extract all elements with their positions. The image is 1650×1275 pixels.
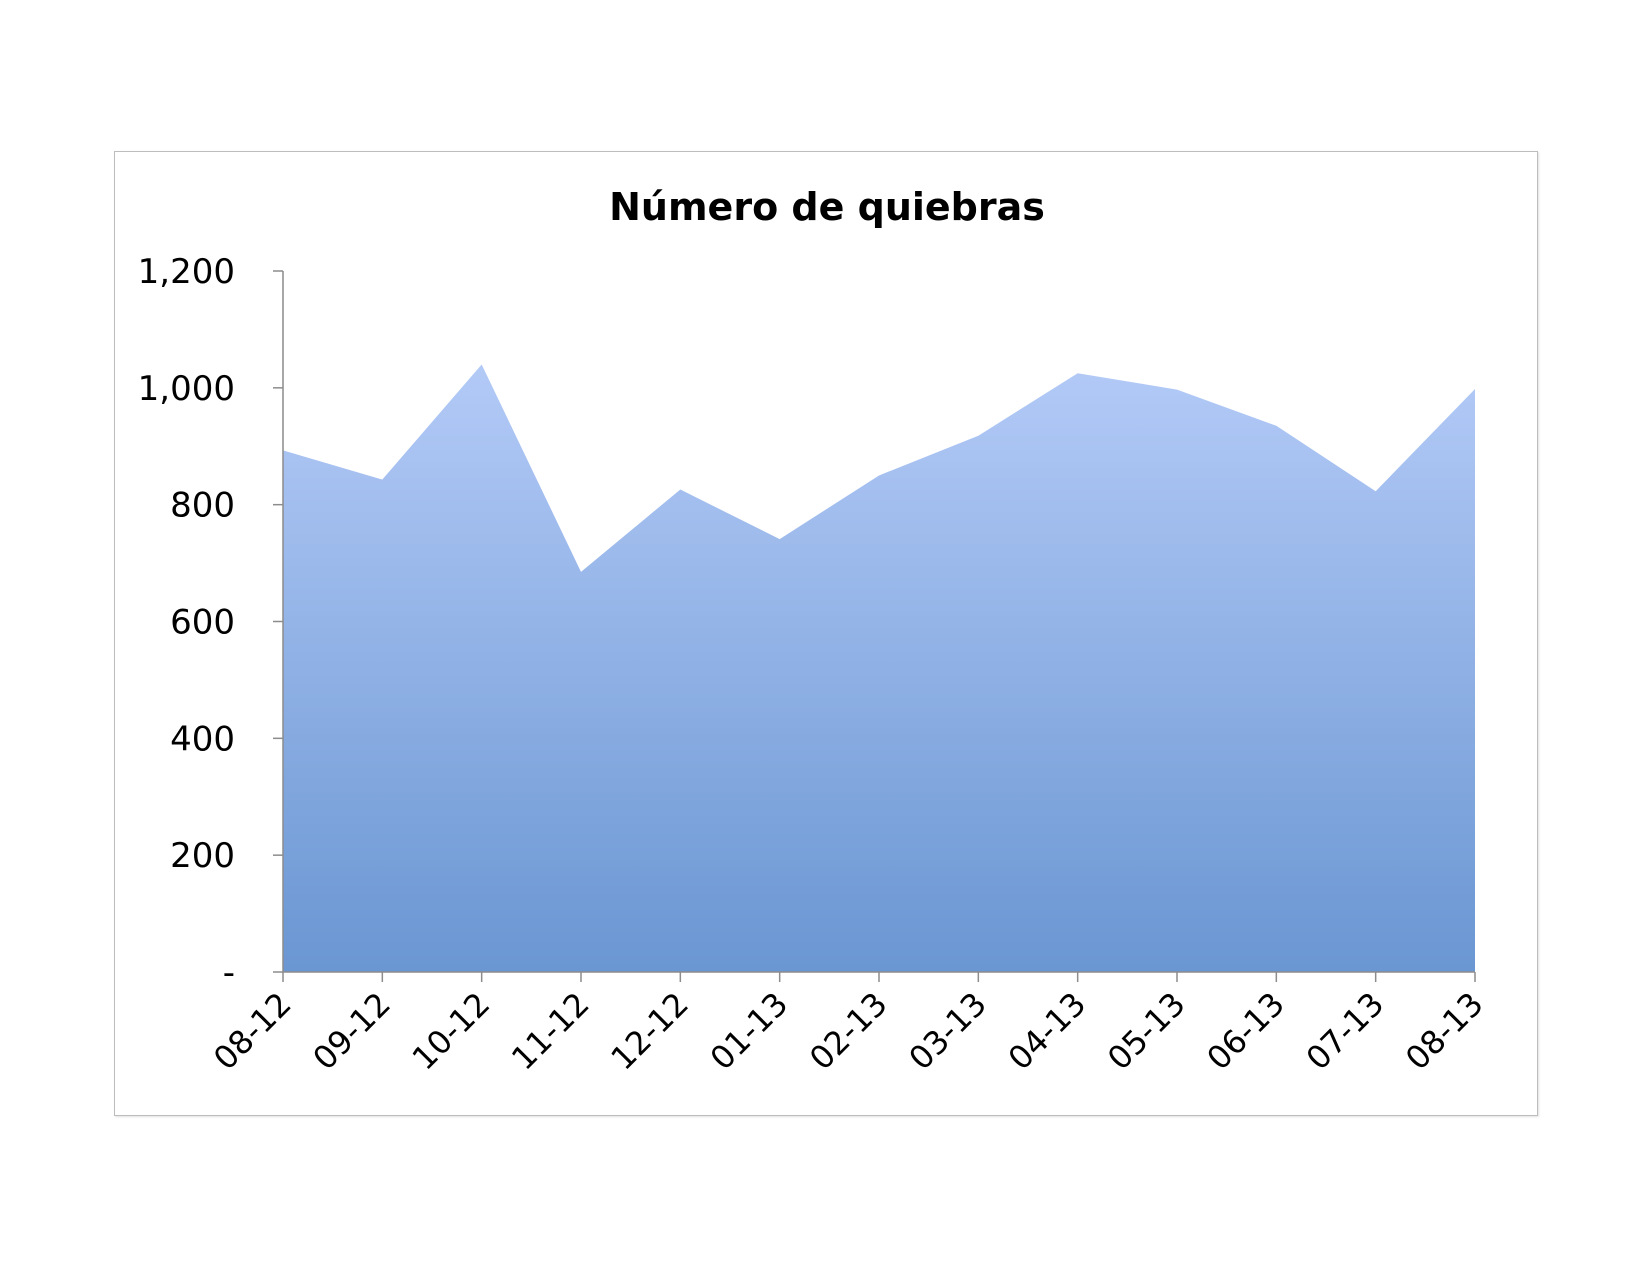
data-point [580,570,583,573]
plot-area: - 200 400 600 800 1,000 1,200 08-12 09-12 10-12 11… [138,252,1491,1077]
data-point [679,488,682,491]
data-point [1076,372,1079,375]
x-tick-label: 08-12 [206,985,299,1078]
y-tick-label: - [223,953,235,993]
data-point [381,478,384,481]
y-tick-label: 200 [170,836,235,876]
x-tick-label: 12-12 [603,985,696,1078]
data-point [878,474,881,477]
area-chart: Número de quiebras - 200 400 600 800 1,000 1,2… [138,185,1491,1077]
data-point [480,363,483,366]
y-tick-label: 1,000 [138,369,235,409]
x-tick-label: 06-13 [1199,985,1292,1078]
y-tick-label: 600 [170,603,235,643]
chart-title: Número de quiebras [609,185,1045,229]
x-tick-label: 07-13 [1299,985,1392,1078]
chart-frame: Número de quiebras - 200 400 600 800 1,000 1,2… [114,151,1538,1116]
data-point [1275,424,1278,427]
data-point [1176,388,1179,391]
x-tick-label: 10-12 [405,985,498,1078]
series-area [283,364,1475,972]
x-tick-label: 09-12 [305,985,398,1078]
data-point [778,538,781,541]
y-tick-label: 400 [170,719,235,759]
x-tick-label: 01-13 [703,985,796,1078]
y-tick-label: 1,200 [138,252,235,292]
data-point [1374,490,1377,493]
data-point [977,434,980,437]
x-tick-label: 08-13 [1398,985,1491,1078]
x-tick-label: 03-13 [901,985,994,1078]
data-point [1474,388,1477,391]
y-tick-label: 800 [170,486,235,526]
x-tick-label: 04-13 [1001,985,1094,1078]
x-tick-label: 11-12 [504,985,597,1078]
x-tick-label: 05-13 [1100,985,1193,1078]
x-tick-label: 02-13 [802,985,895,1078]
